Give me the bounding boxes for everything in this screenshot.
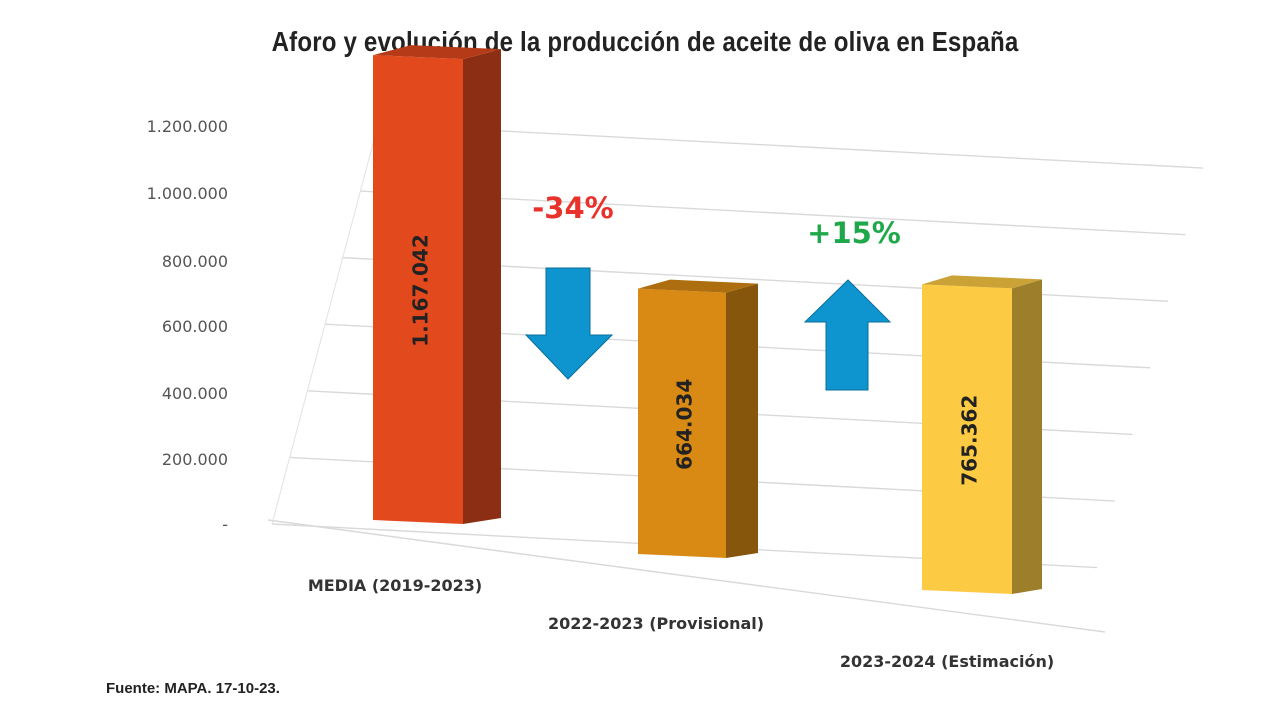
y-tick-label: 200.000 (162, 450, 228, 469)
y-axis-ticks: - 200.000 400.000 600.000 800.000 1.000.000 1.… (147, 117, 228, 534)
bar-value-label: 765.362 (958, 395, 982, 486)
bar-front (373, 55, 463, 525)
change-percent-label: -34% (532, 191, 613, 225)
back-wall-edge (271, 124, 379, 525)
bar-front (922, 284, 1012, 594)
bar-front (638, 288, 726, 558)
bar-value-label: 664.034 (673, 379, 697, 470)
category-labels: MEDIA (2019-2023) 2022-2023 (Provisional)… (308, 576, 1054, 671)
y-tick-label: 800.000 (162, 252, 228, 271)
bar-side (463, 49, 501, 525)
annotations: -34% +15% (524, 191, 901, 391)
category-label: MEDIA (2019-2023) (308, 576, 482, 595)
source-note: Fuente: MAPA. 17-10-23. (106, 680, 280, 697)
y-tick-label: 1.000.000 (147, 184, 228, 203)
arrow-up-icon (803, 279, 892, 391)
floor-front-edge (267, 519, 1106, 633)
bar-value-label: 1.167.042 (409, 234, 433, 347)
category-label: 2022-2023 (Provisional) (548, 614, 764, 633)
y-tick-label: - (222, 515, 228, 534)
bar-top (638, 279, 758, 293)
category-label: 2023-2024 (Estimación) (840, 652, 1054, 671)
y-tick-label: 600.000 (162, 317, 228, 336)
y-tick-label: 400.000 (162, 384, 228, 403)
arrow-down-icon (524, 267, 614, 380)
change-percent-label: +15% (807, 216, 901, 250)
bar-top (373, 45, 501, 60)
y-tick-label: 1.200.000 (147, 117, 228, 136)
bar-side (1012, 279, 1042, 594)
bars: 1.167.042 664.034 765.362 (373, 45, 1042, 594)
bar-top (922, 275, 1042, 289)
bar-side (726, 283, 758, 558)
gridline (378, 123, 1204, 169)
